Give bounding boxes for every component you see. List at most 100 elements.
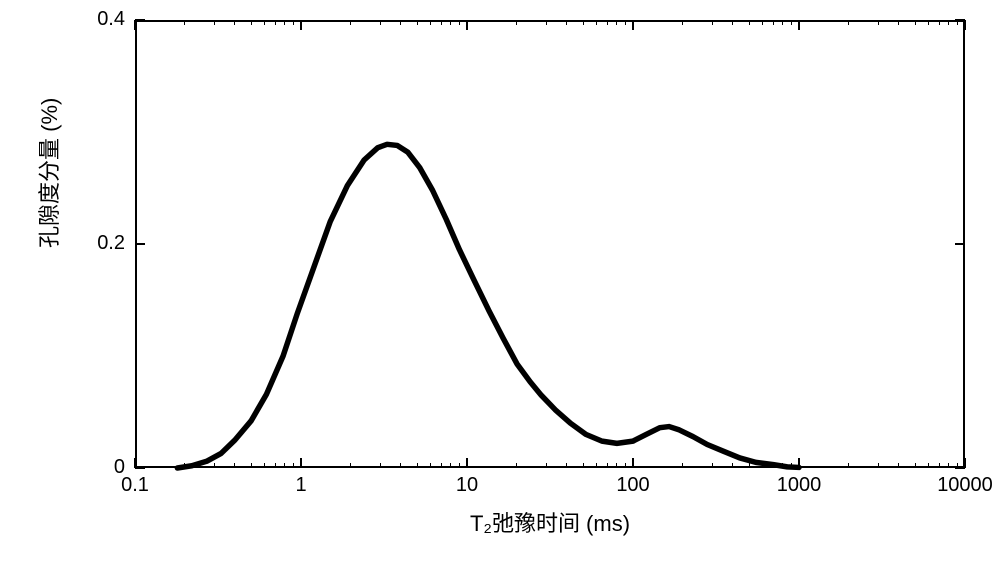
x-minor-tick — [749, 20, 750, 25]
x-tick-label: 10000 — [937, 474, 993, 497]
x-minor-tick — [275, 20, 276, 25]
x-minor-tick — [791, 20, 792, 25]
x-minor-tick — [939, 20, 940, 25]
x-minor-tick — [848, 463, 849, 468]
x-minor-tick — [762, 20, 763, 25]
x-minor-tick — [583, 20, 584, 25]
x-tick-label: 0.1 — [121, 474, 149, 497]
x-minor-tick — [607, 20, 608, 25]
x-minor-tick — [184, 20, 185, 25]
x-minor-tick — [400, 463, 401, 468]
x-minor-tick — [749, 463, 750, 468]
x-minor-tick — [948, 20, 949, 25]
x-minor-tick — [234, 463, 235, 468]
x-minor-tick — [957, 463, 958, 468]
x-tick-label: 1000 — [777, 474, 822, 497]
x-minor-tick — [350, 20, 351, 25]
x-minor-tick — [732, 463, 733, 468]
x-tick-label: 1 — [295, 474, 306, 497]
x-minor-tick — [782, 463, 783, 468]
x-minor-tick — [878, 463, 879, 468]
x-minor-tick — [450, 20, 451, 25]
x-minor-tick — [566, 463, 567, 468]
x-minor-tick — [616, 20, 617, 25]
x-tick — [964, 20, 966, 30]
y-tick — [135, 19, 145, 21]
x-minor-tick — [915, 20, 916, 25]
x-minor-tick — [459, 20, 460, 25]
x-minor-tick — [878, 20, 879, 25]
x-minor-tick — [596, 463, 597, 468]
x-minor-tick — [773, 20, 774, 25]
x-minor-tick — [898, 20, 899, 25]
x-minor-tick — [948, 463, 949, 468]
x-minor-tick — [957, 20, 958, 25]
x-minor-tick — [915, 463, 916, 468]
x-minor-tick — [214, 463, 215, 468]
x-minor-tick — [284, 463, 285, 468]
x-minor-tick — [284, 20, 285, 25]
x-minor-tick — [939, 463, 940, 468]
x-minor-tick — [682, 463, 683, 468]
x-minor-tick — [583, 463, 584, 468]
x-minor-tick — [516, 463, 517, 468]
x-minor-tick — [400, 20, 401, 25]
x-minor-tick — [350, 463, 351, 468]
chart-container: 00.20.40.1110100100010000 孔隙度分量 (%) T₂弛豫… — [0, 0, 1000, 581]
x-tick — [798, 458, 800, 468]
x-minor-tick — [898, 463, 899, 468]
x-minor-tick — [251, 20, 252, 25]
x-minor-tick — [293, 20, 294, 25]
y-tick-label: 0.4 — [97, 8, 125, 31]
x-minor-tick — [566, 20, 567, 25]
x-tick-label: 10 — [456, 474, 478, 497]
x-minor-tick — [214, 20, 215, 25]
x-minor-tick — [380, 20, 381, 25]
x-minor-tick — [459, 463, 460, 468]
x-minor-tick — [293, 463, 294, 468]
x-minor-tick — [712, 463, 713, 468]
x-minor-tick — [184, 463, 185, 468]
x-minor-tick — [430, 463, 431, 468]
x-minor-tick — [430, 20, 431, 25]
x-minor-tick — [264, 20, 265, 25]
x-tick — [134, 20, 136, 30]
x-minor-tick — [546, 463, 547, 468]
x-minor-tick — [762, 463, 763, 468]
x-minor-tick — [417, 20, 418, 25]
x-minor-tick — [516, 20, 517, 25]
x-minor-tick — [782, 20, 783, 25]
x-axis-label: T₂弛豫时间 (ms) — [470, 506, 630, 538]
x-minor-tick — [417, 463, 418, 468]
x-minor-tick — [625, 463, 626, 468]
x-minor-tick — [773, 463, 774, 468]
x-minor-tick — [275, 463, 276, 468]
x-tick — [300, 20, 302, 30]
x-minor-tick — [441, 463, 442, 468]
x-minor-tick — [732, 20, 733, 25]
x-minor-tick — [682, 20, 683, 25]
x-minor-tick — [607, 463, 608, 468]
data-curve — [0, 0, 1000, 581]
x-minor-tick — [928, 463, 929, 468]
x-minor-tick — [251, 463, 252, 468]
x-tick — [300, 458, 302, 468]
x-tick — [632, 458, 634, 468]
y-tick — [135, 243, 145, 245]
x-minor-tick — [596, 20, 597, 25]
x-minor-tick — [546, 20, 547, 25]
x-minor-tick — [616, 463, 617, 468]
x-minor-tick — [264, 463, 265, 468]
x-minor-tick — [791, 463, 792, 468]
x-minor-tick — [380, 463, 381, 468]
y-tick — [955, 243, 965, 245]
x-minor-tick — [450, 463, 451, 468]
x-minor-tick — [712, 20, 713, 25]
y-tick — [135, 467, 145, 469]
x-tick-label: 100 — [616, 474, 649, 497]
x-tick — [798, 20, 800, 30]
x-tick — [134, 458, 136, 468]
x-tick — [466, 458, 468, 468]
x-minor-tick — [441, 20, 442, 25]
x-tick — [964, 458, 966, 468]
